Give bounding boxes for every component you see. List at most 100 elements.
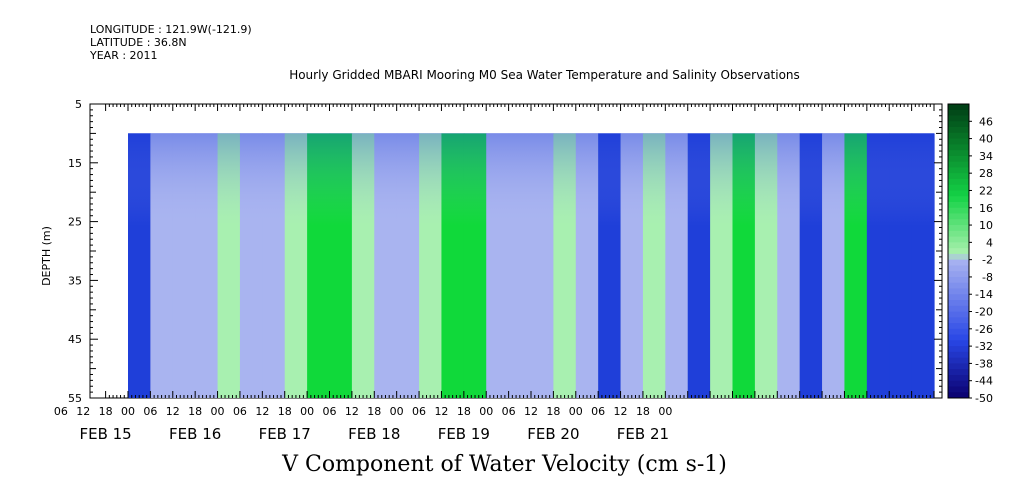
y-tick-label: 5 (75, 98, 82, 111)
colorbar-swatch (948, 230, 969, 237)
year-label: YEAR : 2011 (90, 49, 158, 62)
x-day-label: FEB 20 (527, 425, 579, 443)
longitude-label: LONGITUDE : 121.9W(-121.9) (90, 23, 252, 36)
colorbar-label: 40 (979, 133, 993, 146)
colorbar-swatch (948, 374, 969, 382)
colorbar-swatch (948, 248, 969, 255)
x-hour-label: 18 (188, 405, 202, 418)
x-axis-caption: V Component of Water Velocity (cm s-1) (282, 452, 727, 477)
colorbar-swatch (948, 155, 969, 163)
colorbar-swatch (948, 328, 969, 335)
colorbar-swatch (948, 276, 969, 284)
y-axis-label: DEPTH (m) (40, 226, 53, 286)
colorbar-swatch (948, 213, 969, 220)
x-hour-label: 06 (143, 405, 157, 418)
colorbar-swatch (948, 104, 969, 111)
colorbar-swatch (948, 253, 969, 261)
x-hour-label: 00 (121, 405, 135, 418)
colorbar-swatch (948, 346, 969, 353)
x-hour-label: 18 (546, 405, 560, 418)
chart-title: Hourly Gridded MBARI Mooring M0 Sea Wate… (289, 68, 800, 82)
x-hour-label: 18 (278, 405, 292, 418)
colorbar-swatch (948, 271, 969, 278)
colorbar-swatch (948, 363, 969, 370)
colorbar-label: -14 (975, 288, 993, 301)
colorbar: 46 40 34 28 22 16 10 4 -2 -8 -14 -20 -26 -32 -38 -44 -50 (947, 103, 993, 405)
x-day-label: FEB 18 (348, 425, 400, 443)
colorbar-swatch (948, 144, 969, 151)
latitude-label: LATITUDE : 36.8N (90, 36, 187, 49)
x-hour-label: 06 (412, 405, 426, 418)
x-hour-label: 00 (390, 405, 404, 418)
colorbar-label: -44 (975, 375, 993, 388)
x-day-label: FEB 15 (79, 425, 131, 443)
colorbar-swatch (948, 236, 969, 243)
x-hour-label: 06 (54, 405, 68, 418)
x-hour-label: 00 (300, 405, 314, 418)
colorbar-swatch (948, 311, 969, 318)
colorbar-swatch (948, 219, 969, 226)
x-hour-label: 06 (233, 405, 247, 418)
colorbar-swatch (948, 317, 969, 324)
colorbar-swatch (948, 207, 969, 214)
colorbar-label: -32 (975, 340, 993, 353)
x-hour-label: 18 (636, 405, 650, 418)
colorbar-label: 34 (979, 150, 993, 163)
y-tick-label: 55 (68, 392, 82, 405)
y-tick-label: 35 (68, 274, 82, 287)
colorbar-swatch (948, 132, 969, 139)
x-axis: 06 12 18 00 06 12 18 00 06 12 18 00 06 12 18 00 06 12 18 00… (54, 104, 935, 443)
colorbar-swatch (948, 288, 969, 295)
x-hour-label: 12 (434, 405, 448, 418)
colorbar-swatch (948, 369, 969, 376)
colorbar-label: 10 (979, 219, 993, 232)
colorbar-swatch (948, 109, 969, 116)
x-hour-label: 00 (569, 405, 583, 418)
x-hour-label: 18 (99, 405, 113, 418)
colorbar-swatch (948, 323, 969, 330)
colorbar-label: 22 (979, 184, 993, 197)
x-hour-label: 12 (614, 405, 628, 418)
colorbar-swatch (948, 173, 969, 180)
x-hour-label: 06 (323, 405, 337, 418)
x-hour-label: 06 (502, 405, 516, 418)
y-tick-label: 45 (68, 333, 82, 346)
colorbar-swatch (948, 357, 969, 364)
colorbar-swatch (948, 300, 969, 307)
colorbar-swatch (948, 121, 969, 128)
colorbar-swatch (948, 190, 969, 197)
colorbar-label: -50 (975, 392, 993, 405)
colorbar-swatch (948, 294, 969, 301)
colorbar-swatch (948, 305, 969, 312)
x-day-label: FEB 19 (438, 425, 490, 443)
x-hour-label: 18 (457, 405, 471, 418)
velocity-heatmap-chart: 5 15 25 35 45 55 06 12 18 00 06 12 18 00 06 12 18 00 06 12… (40, 98, 993, 443)
colorbar-swatch (948, 138, 969, 145)
colorbar-swatch (948, 150, 969, 157)
colorbar-swatch (948, 386, 969, 393)
colorbar-swatch (948, 127, 969, 134)
x-day-label: FEB 17 (259, 425, 311, 443)
colorbar-swatch (948, 196, 969, 203)
x-hour-label: 00 (479, 405, 493, 418)
x-hour-label: 12 (524, 405, 538, 418)
y-axis: 5 15 25 35 45 55 (68, 98, 942, 405)
colorbar-swatch (948, 282, 969, 289)
x-hour-label: 12 (76, 405, 90, 418)
colorbar-swatch (948, 161, 969, 168)
x-hour-label: 12 (255, 405, 269, 418)
colorbar-label: -38 (975, 357, 993, 370)
colorbar-swatch (948, 242, 969, 249)
colorbar-label: -2 (982, 254, 993, 267)
colorbar-label: 4 (986, 236, 993, 249)
x-hour-label: 18 (367, 405, 381, 418)
x-hour-label: 06 (591, 405, 605, 418)
colorbar-label: 28 (979, 167, 993, 180)
colorbar-swatch (948, 184, 969, 191)
colorbar-swatch (948, 178, 969, 186)
colorbar-label: -20 (975, 306, 993, 319)
x-day-label: FEB 16 (169, 425, 221, 443)
colorbar-label: 16 (979, 202, 993, 215)
colorbar-label: 46 (979, 115, 993, 128)
colorbar-swatch (948, 225, 969, 232)
